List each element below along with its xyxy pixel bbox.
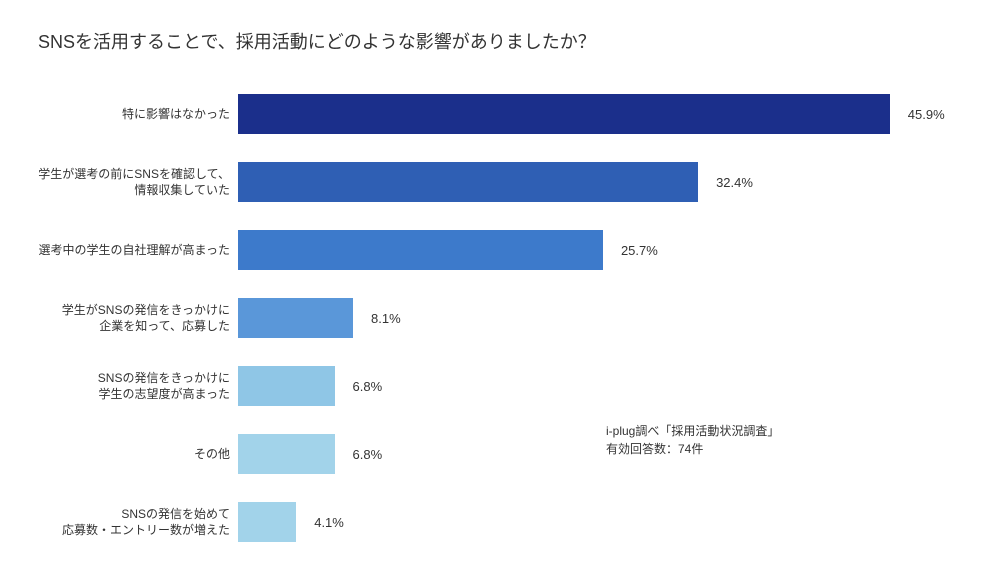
bar xyxy=(238,298,353,338)
bar-value: 6.8% xyxy=(353,379,383,394)
bar-value: 4.1% xyxy=(314,515,344,530)
bar-slot: 25.7% xyxy=(238,228,962,272)
bar-label: SNSの発信をきっかけに 学生の志望度が高まった xyxy=(38,370,238,402)
bar-value: 45.9% xyxy=(908,107,945,122)
bar-label: 学生がSNSの発信をきっかけに 企業を知って、応募した xyxy=(38,302,238,334)
bar-row: SNSの発信をきっかけに 学生の志望度が高まった 6.8% xyxy=(38,364,962,408)
bar xyxy=(238,366,335,406)
bar-label: SNSの発信を始めて 応募数・エントリー数が増えた xyxy=(38,506,238,538)
bar-row: SNSの発信を始めて 応募数・エントリー数が増えた 4.1% xyxy=(38,500,962,544)
bar-row: 選考中の学生の自社理解が高まった 25.7% xyxy=(38,228,962,272)
bar-row: その他 6.8% xyxy=(38,432,962,476)
bar-value: 8.1% xyxy=(371,311,401,326)
bar-slot: 32.4% xyxy=(238,160,962,204)
bar-slot: 4.1% xyxy=(238,500,962,544)
bar xyxy=(238,162,698,202)
chart-title: SNSを活用することで、採用活動にどのような影響がありましたか？ xyxy=(38,28,962,54)
bar-row: 学生が選考の前にSNSを確認して、 情報収集していた 32.4% xyxy=(38,160,962,204)
bar-value: 25.7% xyxy=(621,243,658,258)
bar-label: その他 xyxy=(38,446,238,462)
bar-slot: 6.8% xyxy=(238,432,962,476)
bar-value: 32.4% xyxy=(716,175,753,190)
bar-slot: 6.8% xyxy=(238,364,962,408)
bar xyxy=(238,434,335,474)
bar xyxy=(238,230,603,270)
bar-slot: 8.1% xyxy=(238,296,962,340)
bar-value: 6.8% xyxy=(353,447,383,462)
bar-slot: 45.9% xyxy=(238,92,962,136)
bar-row: 学生がSNSの発信をきっかけに 企業を知って、応募した 8.1% xyxy=(38,296,962,340)
bar-row: 特に影響はなかった 45.9% xyxy=(38,92,962,136)
bar xyxy=(238,502,296,542)
bar-label: 特に影響はなかった xyxy=(38,106,238,122)
bar-chart: 特に影響はなかった 45.9% 学生が選考の前にSNSを確認して、 情報収集して… xyxy=(38,92,962,544)
chart-footnote: i-plug調べ「採用活動状況調査」 有効回答数：74件 xyxy=(606,422,779,458)
bar xyxy=(238,94,890,134)
bar-label: 学生が選考の前にSNSを確認して、 情報収集していた xyxy=(38,166,238,198)
bar-label: 選考中の学生の自社理解が高まった xyxy=(38,242,238,258)
